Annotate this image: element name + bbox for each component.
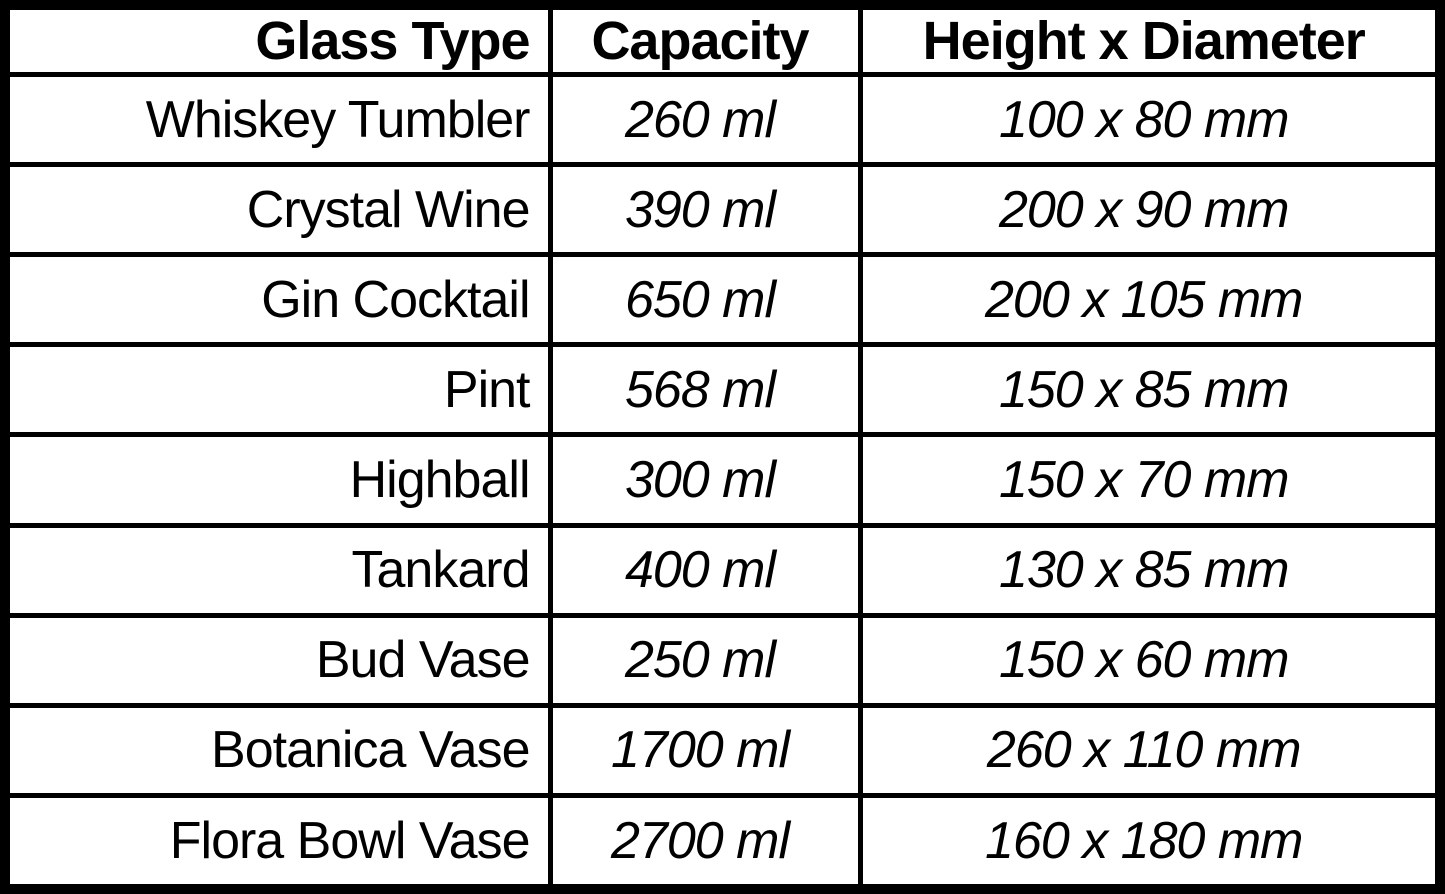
table-row: Botanica Vase 1700 ml 260 x 110 mm bbox=[2, 702, 1443, 798]
column-header-glass-type: Glass Type bbox=[2, 2, 553, 77]
cell-glass-type: Crystal Wine bbox=[2, 162, 553, 258]
cell-capacity: 1700 ml bbox=[547, 702, 863, 798]
cell-glass-type: Highball bbox=[2, 432, 553, 528]
cell-dimensions: 200 x 90 mm bbox=[857, 162, 1443, 258]
cell-capacity: 650 ml bbox=[547, 252, 863, 348]
table-row: Crystal Wine 390 ml 200 x 90 mm bbox=[2, 162, 1443, 258]
cell-dimensions: 200 x 105 mm bbox=[857, 252, 1443, 348]
cell-capacity: 390 ml bbox=[547, 162, 863, 258]
table-row: Pint 568 ml 150 x 85 mm bbox=[2, 342, 1443, 438]
cell-glass-type: Gin Cocktail bbox=[2, 252, 553, 348]
table-header-row: Glass Type Capacity Height x Diameter bbox=[2, 2, 1443, 77]
cell-capacity: 2700 ml bbox=[547, 792, 863, 892]
cell-glass-type: Tankard bbox=[2, 522, 553, 618]
cell-dimensions: 260 x 110 mm bbox=[857, 702, 1443, 798]
cell-dimensions: 150 x 70 mm bbox=[857, 432, 1443, 528]
cell-glass-type: Flora Bowl Vase bbox=[2, 792, 553, 892]
cell-glass-type: Pint bbox=[2, 342, 553, 438]
cell-dimensions: 160 x 180 mm bbox=[857, 792, 1443, 892]
cell-capacity: 568 ml bbox=[547, 342, 863, 438]
cell-capacity: 260 ml bbox=[547, 71, 863, 168]
table-row: Whiskey Tumbler 260 ml 100 x 80 mm bbox=[2, 71, 1443, 168]
table-row: Flora Bowl Vase 2700 ml 160 x 180 mm bbox=[2, 792, 1443, 892]
cell-dimensions: 150 x 60 mm bbox=[857, 612, 1443, 708]
cell-dimensions: 150 x 85 mm bbox=[857, 342, 1443, 438]
cell-glass-type: Whiskey Tumbler bbox=[2, 71, 553, 168]
cell-glass-type: Bud Vase bbox=[2, 612, 553, 708]
table-row: Highball 300 ml 150 x 70 mm bbox=[2, 432, 1443, 528]
cell-capacity: 300 ml bbox=[547, 432, 863, 528]
table-row: Bud Vase 250 ml 150 x 60 mm bbox=[2, 612, 1443, 708]
cell-capacity: 250 ml bbox=[547, 612, 863, 708]
column-header-capacity: Capacity bbox=[547, 2, 863, 77]
column-header-height-diameter: Height x Diameter bbox=[857, 2, 1443, 77]
cell-dimensions: 100 x 80 mm bbox=[857, 71, 1443, 168]
cell-dimensions: 130 x 85 mm bbox=[857, 522, 1443, 618]
table-row: Tankard 400 ml 130 x 85 mm bbox=[2, 522, 1443, 618]
table-row: Gin Cocktail 650 ml 200 x 105 mm bbox=[2, 252, 1443, 348]
cell-capacity: 400 ml bbox=[547, 522, 863, 618]
cell-glass-type: Botanica Vase bbox=[2, 702, 553, 798]
